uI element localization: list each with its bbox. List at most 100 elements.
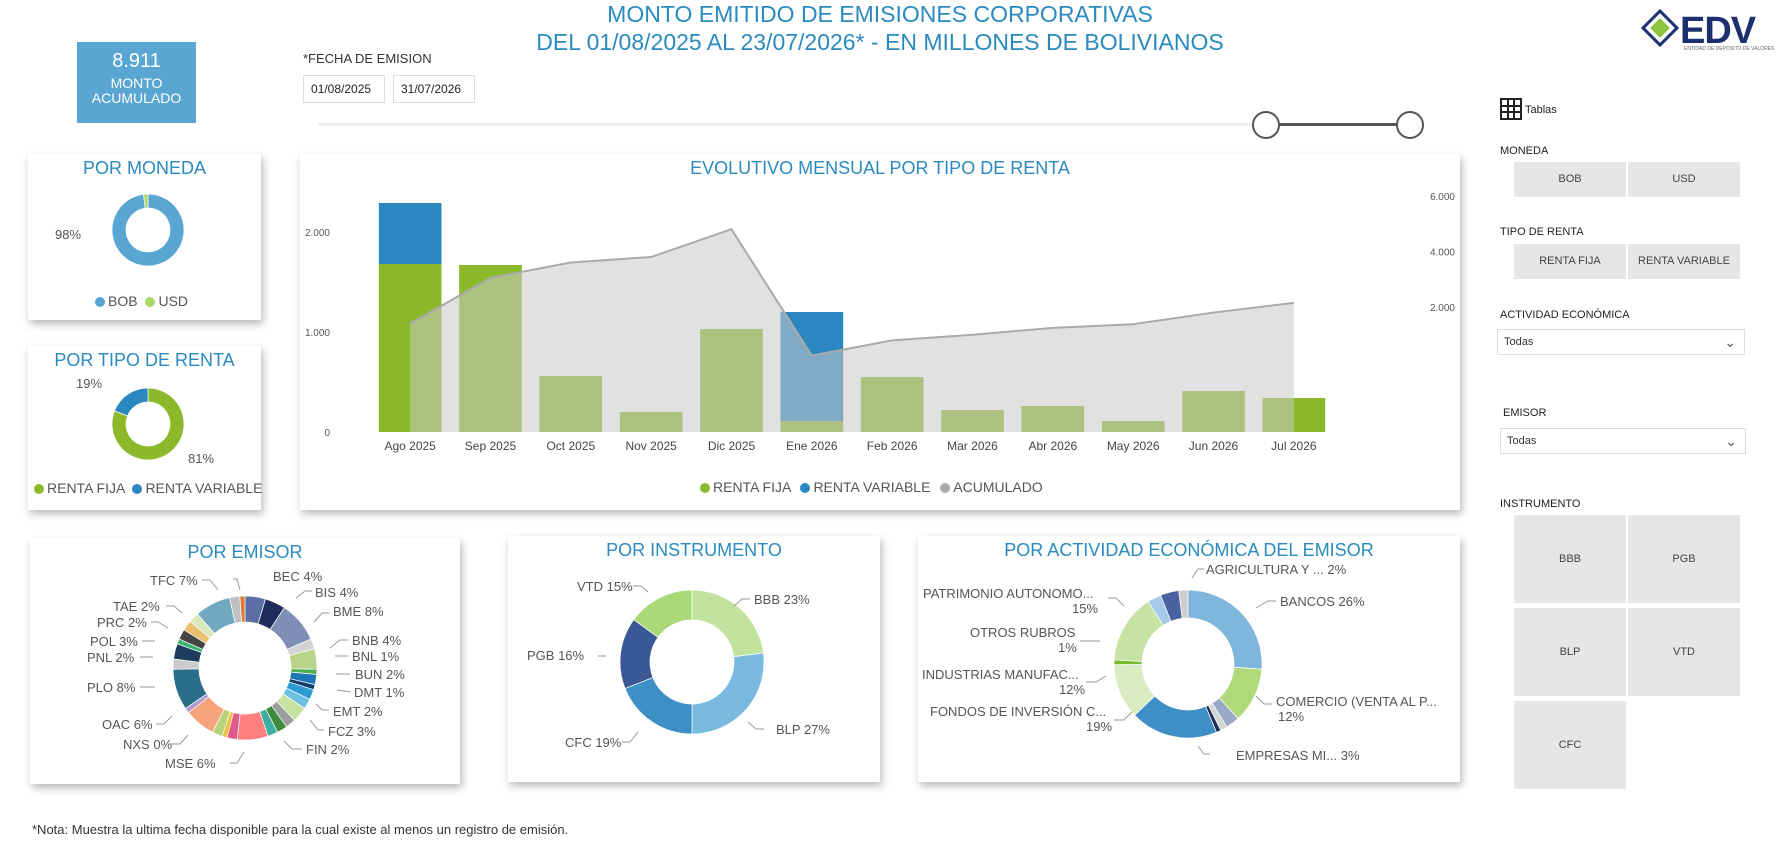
actividad-leader-lines: [1080, 568, 1276, 755]
actividad-pct-patrimonio: 15%: [1072, 601, 1099, 616]
actividad-label-patrimonio: PATRIMONIO AUTONOMO...: [923, 586, 1094, 601]
emisor-label-oac: OAC 6%: [102, 717, 153, 732]
actividad-label-agricultura: AGRICULTURA Y ... 2%: [1206, 562, 1347, 577]
title-line-1: MONTO EMITIDO DE EMISIONES CORPORATIVAS: [607, 1, 1153, 27]
emisor-label-pnl: PNL 2%: [87, 650, 135, 665]
por-tipo-renta-donut[interactable]: [98, 374, 198, 474]
emisor-label-prc: PRC 2%: [97, 615, 147, 630]
instrumento-option-vtd[interactable]: VTD: [1628, 608, 1740, 696]
instrumento-option-bbb[interactable]: BBB: [1514, 515, 1626, 603]
instrumento-option-cfc[interactable]: CFC: [1514, 701, 1626, 789]
emisor-label-fcz: FCZ 3%: [328, 724, 376, 739]
emisor-label-dmt: DMT 1%: [354, 685, 405, 700]
x-tick-label: Dic 2025: [708, 439, 756, 453]
actividad-label-otros: OTROS RUBROS: [970, 625, 1076, 640]
por-tipo-renta-card: POR TIPO DE RENTA 19% 81% RENTA FIJA REN…: [28, 346, 263, 510]
actividad-dropdown-value: Todas: [1504, 336, 1534, 348]
tablas-icon[interactable]: [1500, 98, 1522, 120]
por-tipo-renta-title: POR TIPO DE RENTA: [54, 350, 235, 370]
emisor-label-tfc: TFC 7%: [150, 573, 198, 588]
instrumento-label-blp: BLP 27%: [776, 722, 830, 737]
legend-dot-renta-variable: [132, 484, 143, 494]
instrumento-leader-lines: [598, 585, 764, 743]
por-actividad-title: POR ACTIVIDAD ECONÓMICA DEL EMISOR: [1004, 540, 1374, 560]
legend-usd: USD: [158, 293, 189, 309]
y-left-tick-label: 2.000: [305, 228, 330, 239]
legend-dot-renta-fija: [700, 483, 710, 493]
bar-renta-variable-0[interactable]: [378, 203, 442, 264]
moneda-slice-bob[interactable]: [111, 193, 185, 267]
edv-logo: EDV ENTIDAD DE DEPÓSITO DE VALORES: [1640, 8, 1774, 52]
legend-bob: BOB: [108, 293, 138, 309]
instrumento-label-bbb: BBB 23%: [754, 592, 810, 607]
por-emisor-donut[interactable]: [160, 583, 330, 753]
kpi-card: 8.911 MONTO ACUMULADO: [77, 42, 196, 123]
chevron-down-icon: ⌄: [1724, 334, 1736, 350]
legend-dot-usd: [145, 297, 156, 307]
legend-dot-bob: [95, 297, 105, 307]
actividad-label-fondos: FONDOS DE INVERSIÓN C...: [930, 704, 1107, 719]
legend-renta-fija: RENTA FIJA: [713, 479, 791, 495]
y-right-tick-label: 2.000: [1430, 303, 1455, 314]
moneda-option-bob[interactable]: BOB: [1514, 162, 1626, 197]
x-tick-label: Jun 2026: [1189, 439, 1239, 453]
renta-slice-renta-variable[interactable]: [114, 387, 149, 417]
tablas-label[interactable]: Tablas: [1525, 104, 1557, 116]
actividad-slicer-label: ACTIVIDAD ECONÓMICA: [1500, 309, 1630, 321]
por-instrumento-card: POR INSTRUMENTO BBB 23% BLP 27% CFC 19% …: [508, 536, 880, 782]
por-emisor-card: POR EMISOR BEC 4% BIS 4% BME 8% BNB 4% B…: [30, 538, 460, 784]
por-moneda-title: POR MONEDA: [82, 158, 206, 178]
moneda-slice-usd[interactable]: [143, 193, 149, 209]
emisor-dropdown[interactable]: Todas ⌄: [1500, 428, 1746, 454]
moneda-bob-pct: 98%: [55, 227, 82, 242]
footnote: *Nota: Muestra la ultima fecha disponibl…: [32, 822, 569, 837]
x-tick-label: May 2026: [1107, 439, 1160, 453]
date-slider-end-handle[interactable]: [1396, 111, 1424, 139]
x-tick-label: Sep 2025: [465, 439, 517, 453]
por-actividad-donut[interactable]: [1102, 578, 1274, 750]
renta-option-variable[interactable]: RENTA VARIABLE: [1628, 244, 1740, 279]
instrumento-option-pgb[interactable]: PGB: [1628, 515, 1740, 603]
evolutivo-chart[interactable]: Ago 2025 Sep 2025 Oct 2025 Nov 2025 Dic 2025…: [300, 154, 1460, 510]
emisor-label-bme: BME 8%: [333, 604, 384, 619]
emisor-label-fin: FIN 2%: [306, 742, 350, 757]
renta-variable-pct: 19%: [76, 376, 103, 391]
moneda-legend: BOB USD: [95, 293, 188, 309]
actividad-label-comercio: COMERCIO (VENTA AL P...: [1276, 694, 1437, 709]
x-tick-label: Nov 2025: [625, 439, 677, 453]
instrumento-slice-vtd[interactable]: [633, 589, 693, 638]
renta-slicer-label: TIPO DE RENTA: [1500, 226, 1584, 238]
renta-slice-renta-fija[interactable]: [111, 387, 185, 461]
por-instrumento-donut[interactable]: [610, 580, 774, 744]
chevron-down-icon: ⌄: [1725, 433, 1737, 449]
date-slider-start-handle[interactable]: [1252, 111, 1280, 139]
actividad-pct-otros: 1%: [1058, 640, 1077, 655]
instrumento-slicer-label: INSTRUMENTO: [1500, 498, 1581, 510]
logo-subtext: ENTIDAD DE DEPÓSITO DE VALORES: [1684, 46, 1775, 52]
legend-renta-variable: RENTA VARIABLE: [813, 479, 931, 495]
page-title: MONTO EMITIDO DE EMISIONES CORPORATIVAS …: [470, 0, 1290, 56]
area-acumulado[interactable]: [410, 229, 1294, 432]
actividad-slice-agricultura[interactable]: [1178, 589, 1189, 619]
instrumento-option-blp[interactable]: BLP: [1514, 608, 1626, 696]
por-moneda-donut[interactable]: [98, 180, 198, 280]
renta-fija-pct: 81%: [188, 451, 215, 466]
logo-diamond-icon: [1640, 8, 1680, 48]
moneda-option-usd[interactable]: USD: [1628, 162, 1740, 197]
actividad-dropdown[interactable]: Todas ⌄: [1497, 329, 1745, 355]
date-start-input[interactable]: 01/08/2025: [303, 75, 385, 103]
date-slider-selection: [1266, 123, 1410, 126]
actividad-pct-industrias: 12%: [1059, 682, 1086, 697]
y-right-tick-label: 4.000: [1430, 247, 1455, 258]
y-left-tick-label: 0: [324, 428, 330, 439]
date-slider-track[interactable]: [318, 123, 1412, 126]
legend-renta-variable: RENTA VARIABLE: [145, 480, 263, 496]
renta-option-fija[interactable]: RENTA FIJA: [1514, 244, 1626, 279]
emisor-slice-x11[interactable]: [239, 595, 246, 623]
emisor-label-emt: EMT 2%: [333, 704, 383, 719]
evolutivo-legend: RENTA FIJA RENTA VARIABLE ACUMULADO: [700, 479, 1043, 495]
x-tick-label: Jul 2026: [1271, 439, 1317, 453]
date-end-input[interactable]: 31/07/2026: [393, 75, 475, 103]
emisor-label-mse: MSE 6%: [165, 756, 216, 771]
instrumento-label-vtd: VTD 15%: [577, 579, 633, 594]
